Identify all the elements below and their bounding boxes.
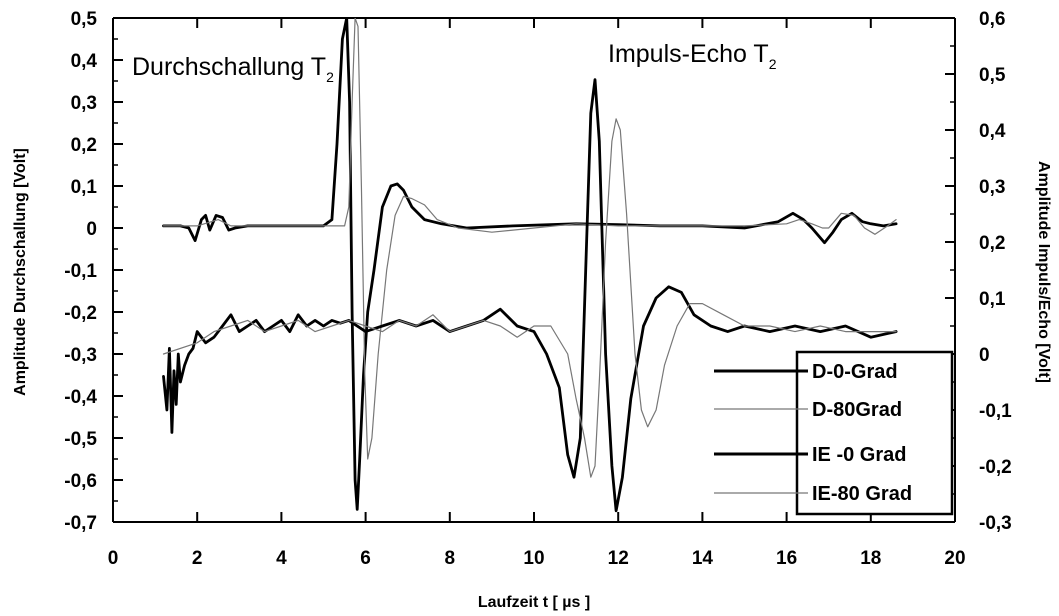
series-line-ie-0-grad xyxy=(162,78,898,513)
y-left-tick-label: -0,5 xyxy=(64,429,97,450)
y-axis-left-title: Amplitude Durchschallung [Volt] xyxy=(12,148,29,396)
series-lines xyxy=(162,18,898,513)
y-right-tick-label: 0,3 xyxy=(979,177,1005,198)
y-right-tick-label: 0,4 xyxy=(979,121,1006,142)
y-right-tick-label: 0 xyxy=(979,345,990,366)
y-left-tick-label: 0,3 xyxy=(71,93,97,114)
y-left-tick-label: -0,3 xyxy=(64,345,97,366)
y-left-tick-label: -0,6 xyxy=(64,471,97,492)
x-tick-label: 18 xyxy=(860,548,881,569)
x-tick-label: 2 xyxy=(192,548,203,569)
x-tick-label: 14 xyxy=(692,548,714,569)
x-tick-label: 20 xyxy=(944,548,965,569)
y-left-tick-label: -0,4 xyxy=(64,387,97,408)
axis-ticks: 0 2 4 6 8 10 12 14 16 18 20 0,5 0,4 0,3 0,2 0,1 0 -0,1 -0,… xyxy=(64,9,1012,569)
x-tick-label: 10 xyxy=(523,548,544,569)
y-right-tick-label: 0,2 xyxy=(979,233,1005,254)
y-right-tick-label: -0,3 xyxy=(979,513,1012,534)
y-left-tick-label: 0,2 xyxy=(71,135,97,156)
legend-label-ie-80-grad: IE-80 Grad xyxy=(812,483,912,505)
y-left-tick-label: -0,1 xyxy=(64,261,97,282)
x-tick-label: 8 xyxy=(445,548,456,569)
y-axis-right-title: Amplitude Impuls/Echo [Volt] xyxy=(1035,161,1052,383)
y-left-tick-label: 0,1 xyxy=(71,177,98,198)
series-line-ie-80-grad xyxy=(162,118,897,478)
y-left-tick-label: -0,2 xyxy=(64,303,97,324)
y-left-tick-label: 0 xyxy=(86,219,97,240)
series-line-d-0-grad xyxy=(162,18,898,511)
legend-box xyxy=(795,350,954,516)
y-right-tick-label: 0,6 xyxy=(979,9,1005,30)
x-tick-label: 4 xyxy=(276,548,287,569)
annotation-durchschallung: Durchschallung T2 xyxy=(132,53,334,85)
y-right-tick-label: -0,2 xyxy=(979,457,1012,478)
series-line-d-80grad xyxy=(162,18,897,460)
legend-label-d-0-grad: D-0-Grad xyxy=(812,361,898,383)
y-left-tick-label: 0,5 xyxy=(71,9,98,30)
y-left-tick-label: 0,4 xyxy=(71,51,98,72)
legend-label-d-80grad: D-80Grad xyxy=(812,399,902,421)
annotation-impuls-echo: Impuls-Echo T2 xyxy=(608,40,777,72)
legend-label-ie-0-grad: IE -0 Grad xyxy=(812,444,906,466)
y-right-tick-label: 0,1 xyxy=(979,289,1006,310)
y-right-tick-label: 0,5 xyxy=(979,65,1006,86)
x-axis-title: Laufzeit t [ µs ] xyxy=(478,594,590,611)
x-tick-label: 12 xyxy=(608,548,629,569)
y-right-tick-label: -0,1 xyxy=(979,401,1012,422)
legend: D-0-Grad D-80Grad IE -0 Grad IE-80 Grad xyxy=(714,350,954,516)
x-tick-label: 0 xyxy=(108,548,119,569)
x-tick-label: 16 xyxy=(776,548,797,569)
x-tick-label: 6 xyxy=(360,548,371,569)
y-left-tick-label: -0,7 xyxy=(64,513,97,534)
